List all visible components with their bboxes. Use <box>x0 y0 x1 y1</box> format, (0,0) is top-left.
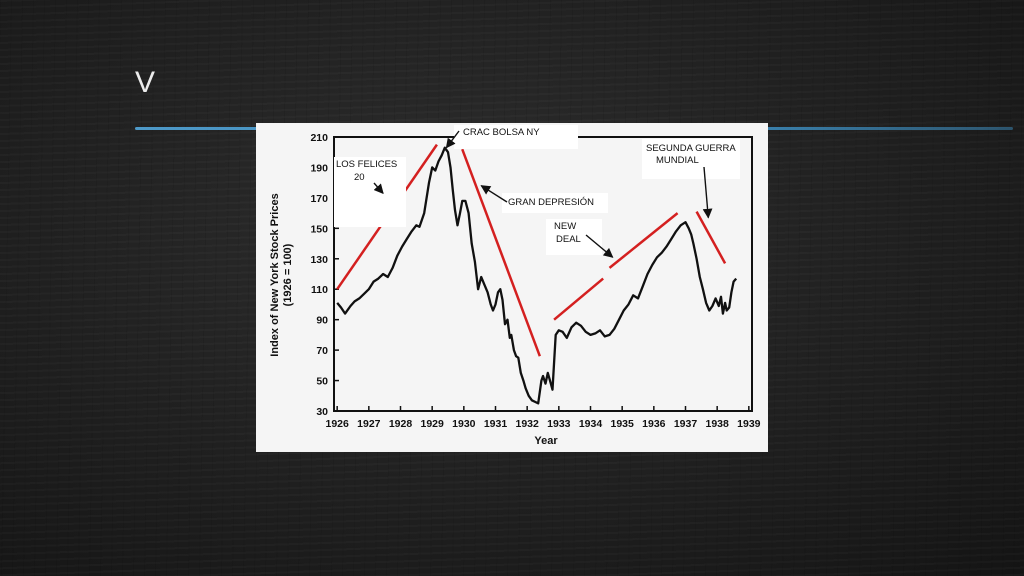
y-tick-label: 110 <box>311 284 328 296</box>
y-axis-title: Index of New York Stock Prices (1926 = 1… <box>269 193 294 356</box>
trend-line <box>695 210 727 264</box>
annotation-los-felices-line-1: LOS FELICES <box>336 159 397 170</box>
x-tick-label: 1934 <box>579 418 603 430</box>
y-tick-label: 50 <box>316 376 328 388</box>
annotation-segunda-guerra-line-1: SEGUNDA GUERRA <box>646 143 736 154</box>
stock-price-chart: 30 50 70 90 110 130 150 170 190 210 1926 1927 1928 1… <box>256 123 768 452</box>
x-tick-label: 1926 <box>325 418 349 430</box>
annotation-los-felices-line-2: 20 <box>354 172 365 183</box>
annotation-arrow <box>702 166 713 219</box>
trend-line <box>608 212 679 269</box>
y-tick-label: 170 <box>310 193 328 205</box>
y-tick-label: 190 <box>310 162 328 174</box>
x-tick-label: 1928 <box>389 418 413 430</box>
annotation-new-deal-line-2: DEAL <box>556 234 581 245</box>
y-axis-title-line-1: Index of New York Stock Prices <box>269 193 281 356</box>
annotation-newdeal-box <box>546 219 602 255</box>
x-tick-label: 1930 <box>452 418 476 430</box>
x-tick-label: 1933 <box>547 418 571 430</box>
annotation-crac-bolsa-ny: CRAC BOLSA NY <box>463 127 540 138</box>
annotation-arrow <box>480 185 508 203</box>
x-axis: 1926 1927 1928 1929 1930 1931 1932 1933 1934 1935… <box>325 406 761 430</box>
annotation-crac-box <box>454 125 578 149</box>
x-tick-label: 1935 <box>610 418 634 430</box>
x-tick-label: 1929 <box>420 418 444 430</box>
y-tick-label: 150 <box>310 223 328 235</box>
annotation-arrows <box>373 130 713 258</box>
annotation-new-deal-line-1: NEW <box>554 221 576 232</box>
annotation-arrow <box>373 182 384 195</box>
y-axis: 30 50 70 90 110 130 150 170 190 210 <box>310 132 339 418</box>
x-tick-label: 1939 <box>737 418 761 430</box>
annotation-arrow <box>585 234 614 258</box>
trend-line <box>461 148 542 357</box>
x-tick-label: 1937 <box>674 418 698 430</box>
annotation-segunda-box <box>642 139 740 179</box>
annotation-felices-box <box>334 157 406 227</box>
series-layer <box>336 146 738 405</box>
y-tick-label: 30 <box>316 406 328 418</box>
annotation-gran-box <box>502 193 608 213</box>
x-tick-label: 1938 <box>705 418 729 430</box>
trend-line <box>553 277 604 321</box>
stock-index-line <box>336 146 738 405</box>
x-tick-label: 1931 <box>484 418 508 430</box>
annotation-segunda-guerra-line-2: MUNDIAL <box>656 155 699 166</box>
x-axis-title: Year <box>534 435 558 447</box>
y-tick-label: 210 <box>310 132 328 144</box>
x-tick-label: 1927 <box>357 418 381 430</box>
slide-title: V <box>135 66 156 99</box>
annotation-arrow <box>445 130 460 149</box>
x-tick-label: 1936 <box>642 418 666 430</box>
annotation-gran-depresion: GRAN DEPRESIÓN <box>508 197 594 208</box>
y-tick-label: 90 <box>316 315 328 327</box>
y-tick-label: 130 <box>310 254 328 266</box>
y-tick-label: 70 <box>316 345 328 357</box>
y-axis-title-line-2: (1926 = 100) <box>282 243 294 306</box>
x-tick-label: 1932 <box>515 418 539 430</box>
